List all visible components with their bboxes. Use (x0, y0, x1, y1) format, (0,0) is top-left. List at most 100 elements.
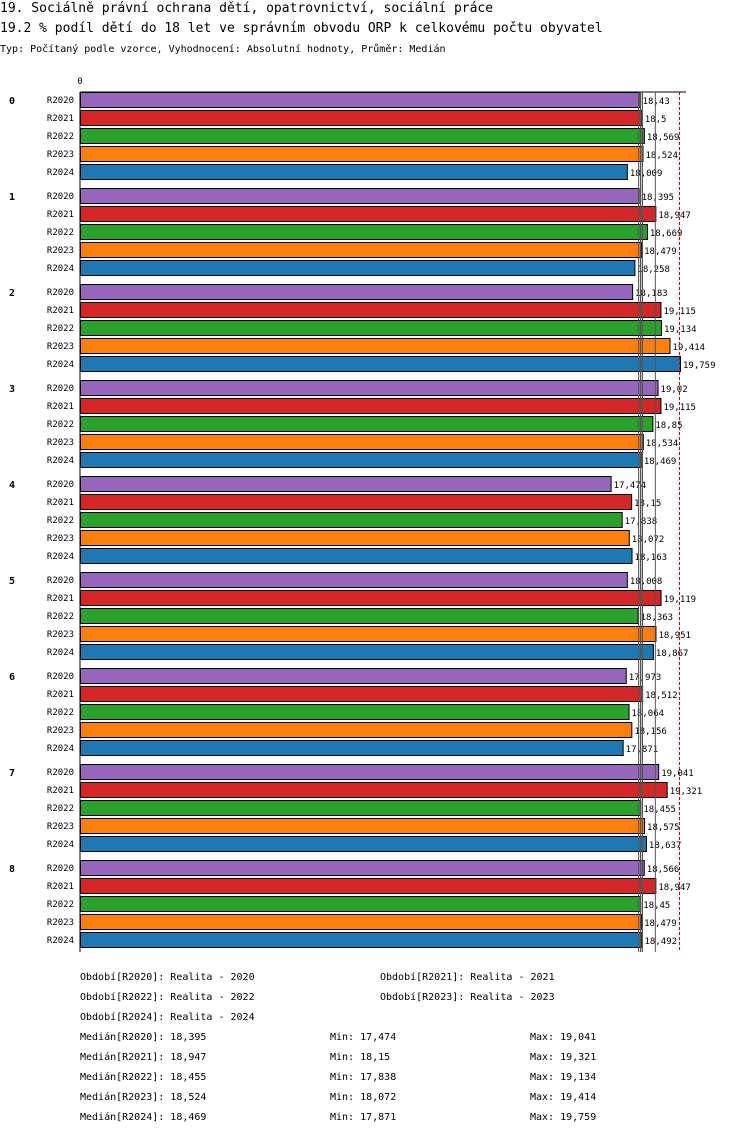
group-label: 1 (9, 192, 15, 203)
series-label: R2024 (47, 552, 74, 562)
legend-period-r2024: Období[R2024]: Realita - 2024 (80, 1012, 255, 1023)
data-label: 18,009 (630, 169, 663, 179)
group-label: 0 (9, 96, 15, 107)
series-label: R2020 (47, 288, 74, 298)
series-label: R2021 (47, 402, 74, 412)
data-label: 18,951 (658, 631, 691, 641)
bar (80, 164, 628, 180)
bar (80, 320, 663, 336)
legend-max-r2020: Max: 19,041 (530, 1032, 597, 1043)
data-label: 18,43 (643, 97, 670, 107)
series-label: R2022 (47, 612, 74, 622)
series-label: R2020 (47, 480, 74, 490)
series-label: R2024 (47, 456, 74, 466)
series-label: R2023 (47, 822, 74, 832)
series-label: R2020 (47, 672, 74, 682)
bar (80, 530, 630, 546)
series-label: R2024 (47, 360, 74, 370)
series-label: R2024 (47, 840, 74, 850)
data-label: 18,947 (658, 211, 691, 221)
bar (80, 356, 681, 372)
series-label: R2022 (47, 228, 74, 238)
group-label: 7 (9, 768, 15, 779)
data-label: 18,512 (645, 691, 678, 701)
bar (80, 836, 647, 852)
data-label: 17,474 (614, 481, 647, 491)
legend-median-r2024: Medián[R2024]: 18,469 (80, 1112, 207, 1123)
legend-min-r2021: Min: 18,15 (330, 1052, 391, 1063)
series-label: R2020 (47, 96, 74, 106)
bar (80, 608, 639, 624)
series-label: R2020 (47, 192, 74, 202)
data-label: 19,414 (673, 343, 706, 353)
series-label: R2021 (47, 498, 74, 508)
group-label: 2 (9, 288, 15, 299)
data-label: 18,492 (645, 937, 678, 947)
data-label: 17,871 (626, 745, 659, 755)
bar (80, 206, 657, 222)
bar (80, 146, 644, 162)
bar (80, 302, 662, 318)
data-label: 18,455 (643, 805, 676, 815)
bar (80, 434, 644, 450)
bar (80, 800, 642, 816)
data-label: 17,973 (629, 673, 662, 683)
data-label: 19,321 (670, 787, 703, 797)
data-label: 18,163 (635, 553, 668, 563)
bar (80, 572, 628, 588)
series-label: R2023 (47, 246, 74, 256)
series-label: R2023 (47, 630, 74, 640)
data-label: 18,064 (632, 709, 665, 719)
bar (80, 626, 657, 642)
bar (80, 860, 645, 876)
chart-subtitle: 19.2 % podíl dětí do 18 let ve správním … (0, 21, 603, 36)
bar (80, 188, 640, 204)
bar (80, 686, 644, 702)
bar (80, 242, 643, 258)
data-label: 19,02 (661, 385, 688, 395)
bar (80, 782, 668, 798)
bar (80, 590, 662, 606)
series-label: R2024 (47, 744, 74, 754)
bar (80, 512, 623, 528)
bar (80, 896, 642, 912)
bar (80, 668, 627, 684)
legend-median-r2021: Medián[R2021]: 18,947 (80, 1052, 207, 1063)
data-label: 18,569 (647, 133, 680, 143)
series-label: R2023 (47, 438, 74, 448)
data-label: 18,867 (656, 649, 689, 659)
series-label: R2022 (47, 516, 74, 526)
series-label: R2020 (47, 864, 74, 874)
series-label: R2021 (47, 594, 74, 604)
legend-min-r2024: Min: 17,871 (330, 1112, 397, 1123)
series-label: R2024 (47, 648, 74, 658)
series-label: R2024 (47, 264, 74, 274)
legend-period-r2020: Období[R2020]: Realita - 2020 (80, 972, 255, 983)
legend-median-r2022: Medián[R2022]: 18,455 (80, 1072, 207, 1083)
bar (80, 914, 643, 930)
bar (80, 722, 633, 738)
data-label: 18,479 (644, 247, 677, 257)
data-label: 18,45 (643, 901, 670, 911)
series-label: R2021 (47, 306, 74, 316)
data-label: 18,008 (630, 577, 663, 587)
bar (80, 644, 654, 660)
bar (80, 338, 671, 354)
bar (80, 476, 612, 492)
bar (80, 764, 660, 780)
group-label: 5 (9, 576, 15, 587)
data-label: 18,258 (637, 265, 670, 275)
bar (80, 110, 643, 126)
series-label: R2021 (47, 114, 74, 124)
legend-period-r2022: Období[R2022]: Realita - 2022 (80, 992, 255, 1003)
series-label: R2023 (47, 534, 74, 544)
chart-info: Typ: Počítaný podle vzorce, Vyhodnocení:… (0, 44, 446, 55)
bar (80, 548, 633, 564)
series-label: R2023 (47, 918, 74, 928)
series-label: R2020 (47, 768, 74, 778)
series-label: R2022 (47, 324, 74, 334)
bar (80, 878, 657, 894)
series-label: R2020 (47, 576, 74, 586)
legend-max-r2023: Max: 19,414 (530, 1092, 597, 1103)
group-label: 4 (9, 480, 15, 491)
